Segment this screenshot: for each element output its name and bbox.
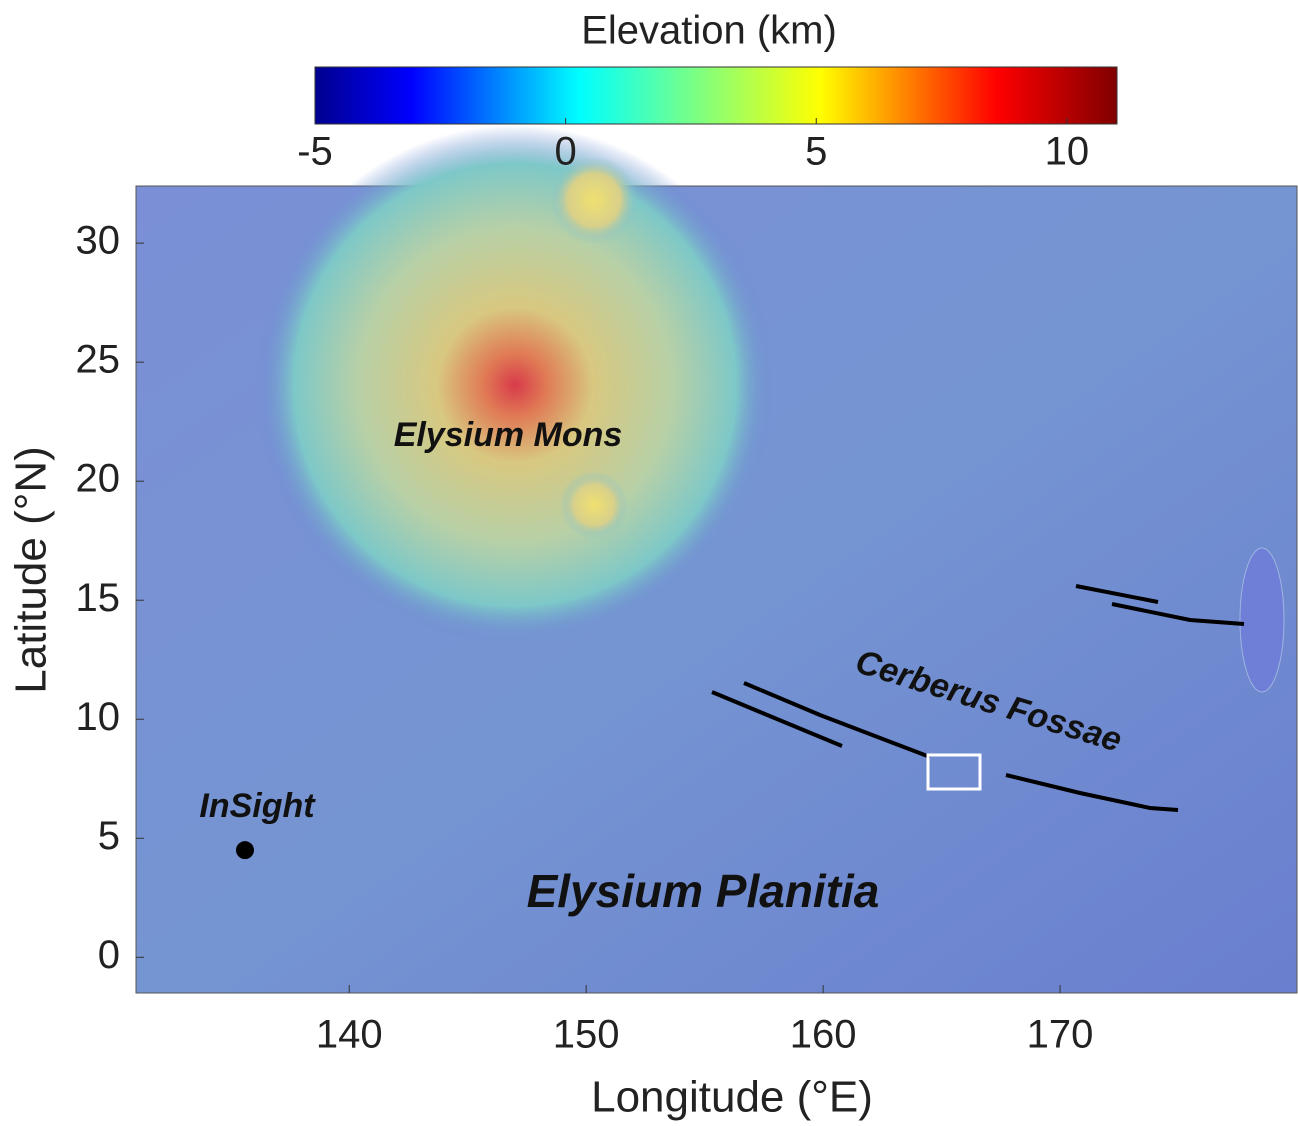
x-tick-label: 170 (1027, 1013, 1094, 1057)
y-tick-label: 15 (76, 576, 121, 620)
y-axis-label: Latitude (°N) (7, 446, 56, 693)
y-tick-label: 25 (76, 338, 121, 382)
site-label: InSight (199, 787, 316, 825)
map-annotation: Elysium Planitia (527, 865, 880, 917)
colorbar-tick-label: 0 (555, 130, 577, 174)
x-axis-label: Longitude (°E) (591, 1073, 873, 1122)
basin (1240, 548, 1284, 692)
y-tick-label: 5 (98, 814, 120, 858)
y-tick-label: 20 (76, 457, 121, 501)
x-tick-label: 150 (553, 1013, 620, 1057)
y-tick-label: 30 (76, 219, 121, 263)
map-annotation: Elysium Mons (394, 416, 623, 454)
x-tick-label: 160 (790, 1013, 857, 1057)
colorbar (315, 67, 1117, 124)
y-tick-label: 0 (98, 933, 120, 977)
colorbar-tick-label: -5 (297, 130, 333, 174)
volcano-relief (560, 471, 628, 539)
elysium-mons-relief (255, 125, 775, 645)
colorbar-tick-label: 5 (805, 130, 827, 174)
colorbar-tick-label: 10 (1045, 130, 1090, 174)
colorbar-title: Elevation (km) (581, 9, 837, 53)
y-tick-label: 10 (76, 695, 121, 739)
x-tick-label: 140 (316, 1013, 383, 1057)
site-marker (236, 841, 254, 859)
map-figure: Elevation (km) Longitude (°E) Latitude (… (0, 0, 1298, 1126)
